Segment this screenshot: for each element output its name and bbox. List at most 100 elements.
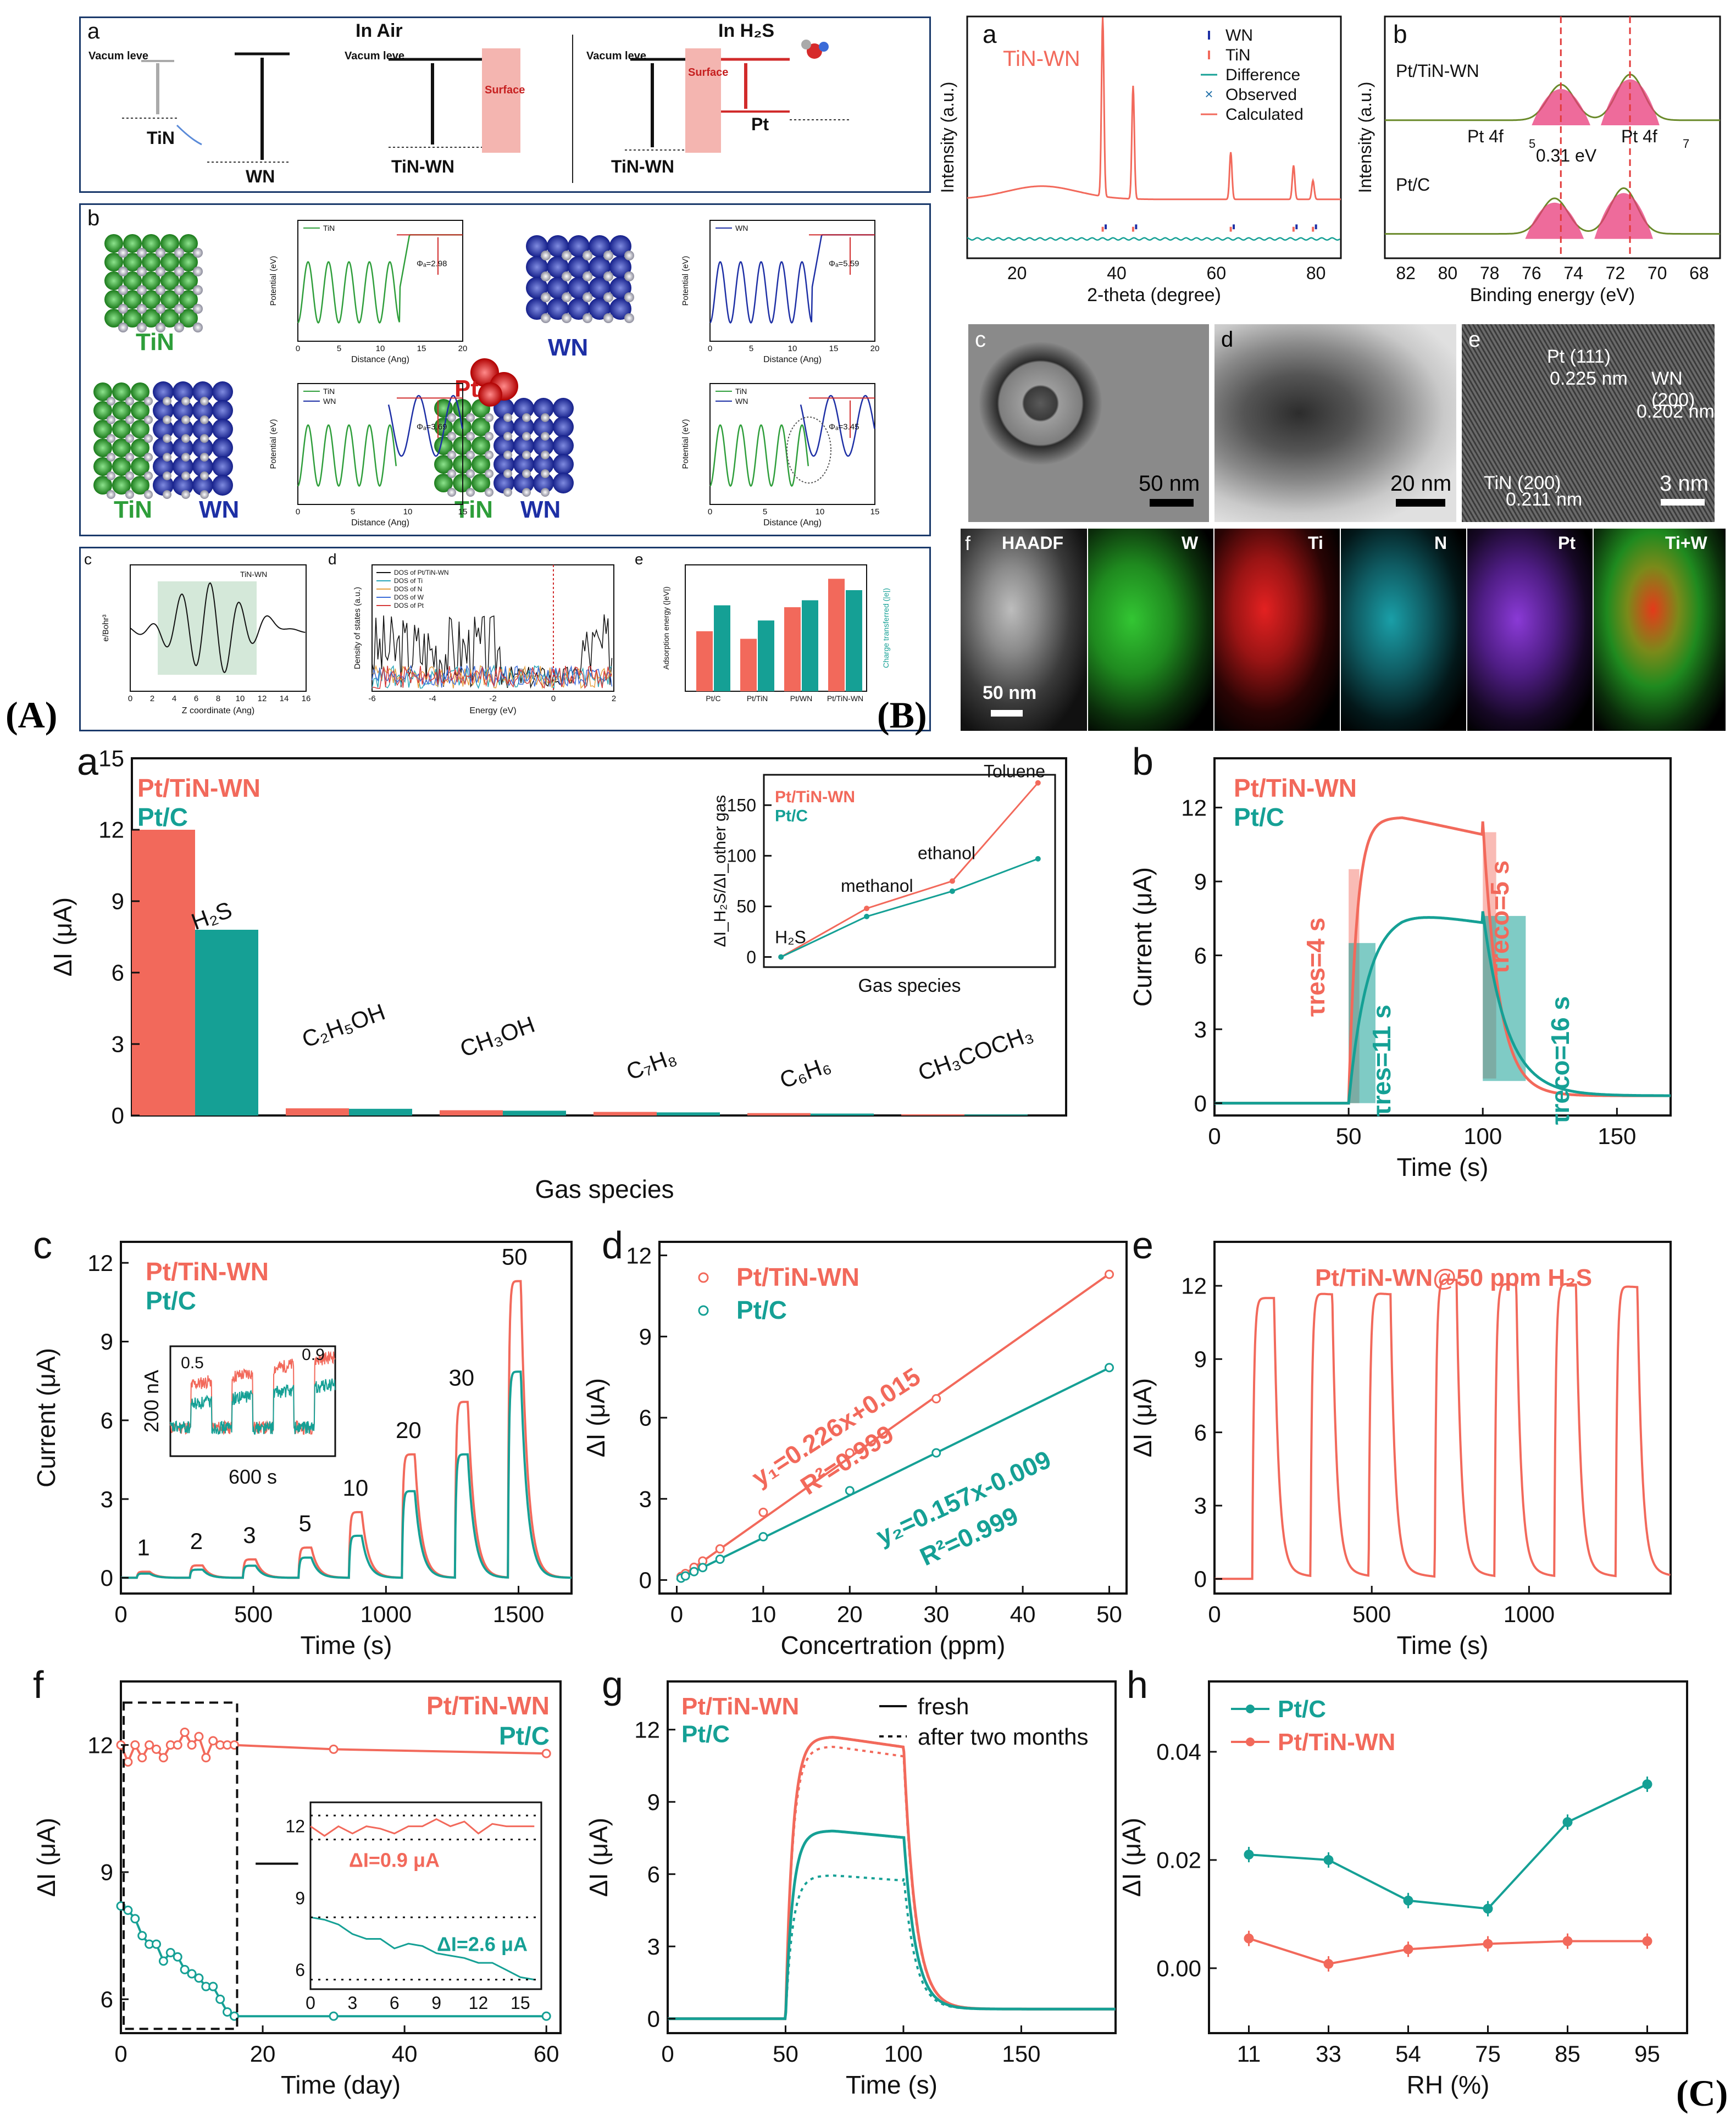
atom [144, 471, 153, 480]
atom [125, 397, 134, 406]
y-tick-label: 9 [101, 1329, 113, 1355]
legend-label: WN [1225, 26, 1253, 45]
atom [447, 469, 456, 478]
atom [104, 271, 123, 290]
atom [553, 454, 574, 475]
potential-axes [709, 383, 875, 505]
zoom-box [123, 1701, 239, 2030]
legend-label: WN [735, 397, 748, 406]
x-axis-label: Time (s) [1397, 1631, 1489, 1659]
x-tick-label: 0 [661, 2041, 674, 2067]
atom [609, 235, 631, 257]
y-axis-label: Adsorption energy (|eV|) [662, 586, 670, 669]
data-point [158, 1753, 168, 1763]
x-tick-label: -6 [368, 694, 375, 703]
data-point [715, 1544, 725, 1554]
stability-axes [120, 1680, 562, 2034]
data-point [194, 1731, 204, 1741]
atom [174, 323, 184, 332]
x-tick-label: Pt/TiN [747, 694, 768, 703]
legend-marker [698, 1305, 709, 1316]
atom [93, 457, 112, 476]
stability-inset-axes [309, 1801, 542, 1990]
atom [142, 253, 160, 271]
legend-label: TiN [1225, 46, 1251, 64]
y-axis-label: ΔI (μA) [32, 1818, 60, 1897]
atom [547, 298, 569, 320]
y-tick-label: 6 [647, 1861, 660, 1887]
x-axis-label: 2-theta (degree) [1087, 285, 1221, 306]
x-tick-label: 16 [302, 694, 311, 703]
atom [160, 271, 179, 290]
atom [173, 456, 193, 477]
xps-shift: 0.31 eV [1536, 146, 1597, 165]
atom [144, 453, 153, 462]
y-axis-label: Potential (eV) [681, 419, 690, 469]
atom [107, 397, 115, 406]
bar-pt-c [657, 1112, 720, 1115]
atom [93, 438, 112, 457]
legend-label: Observed [1225, 86, 1297, 104]
x-tick-label: 54 [1395, 2041, 1421, 2067]
pt-label-a: Pt [751, 114, 769, 134]
atom [156, 285, 165, 295]
y-tick-label: 0 [1194, 1090, 1207, 1116]
bar-pt-tinwn [440, 1110, 503, 1115]
y-tick-label: 9 [1194, 1346, 1207, 1372]
legend-label: DOS of Pt/TiN-WN [394, 569, 449, 576]
x-tick-label: 20 [250, 2041, 276, 2067]
atom [562, 292, 572, 302]
atom [118, 267, 128, 276]
x-tick-label: 0 [296, 507, 300, 517]
in-h2s-title: In H₂S [718, 20, 774, 41]
y-tick-label: 0 [647, 2006, 660, 2031]
potential-curve-wn [800, 395, 875, 457]
x-tick-label: 10 [788, 344, 797, 353]
inset-y-tick-label: 12 [285, 1817, 305, 1836]
atom [181, 471, 190, 480]
bar-adsorption [696, 631, 713, 691]
wn-model-label: WN [548, 334, 589, 361]
legend-series-1: Pt/TiN-WN [146, 1257, 269, 1286]
map-ti: Ti [1308, 533, 1323, 553]
dos-axes [371, 564, 614, 692]
atom [447, 413, 456, 422]
x-tick-label: 150 [1002, 2041, 1040, 2067]
gas-label: C₂H₅OH [298, 998, 389, 1052]
inset-x-tick-label: 0 [306, 1993, 315, 2013]
atom [533, 398, 554, 419]
potential-axes [709, 220, 875, 342]
atom [583, 251, 592, 260]
eds-tiw: Ti+W [1594, 529, 1726, 731]
bar-adsorption [740, 639, 757, 691]
aged-pt-tinwn [668, 1745, 1116, 2020]
legend-series-2: Pt/C [736, 1296, 787, 1324]
x-tick-label: 60 [534, 2041, 559, 2067]
panel-a-d-label: d [328, 551, 337, 568]
xrd-difference [967, 237, 1340, 241]
x-tick-label: 12 [258, 694, 267, 703]
atom [200, 490, 209, 499]
atom [93, 382, 112, 401]
y2-axis-label: Charge transferred (|e|) [881, 588, 890, 668]
x-tick-label: 68 [1689, 263, 1709, 283]
xps-sample-2: Pt/C [1396, 175, 1430, 195]
x-tick-label: 15 [870, 507, 880, 517]
x-tick-label: 10 [236, 694, 245, 703]
atom [104, 234, 123, 253]
y-tick-label: 9 [639, 1324, 652, 1350]
vac-label-3: Vacum leve [586, 50, 646, 62]
scale-f: 50 nm [983, 682, 1037, 703]
atom [123, 309, 142, 327]
data-point [187, 1969, 197, 1979]
atom [503, 469, 512, 478]
atom [568, 256, 590, 278]
x-tick-label: 500 [1352, 1601, 1391, 1627]
atom [93, 476, 112, 495]
legend-series-1: Pt/TiN-WN [736, 1263, 859, 1291]
x-axis-label: Time (s) [1397, 1153, 1489, 1181]
atom [603, 251, 613, 260]
xps-pt-c [1385, 187, 1720, 235]
x-axis-label: Time (day) [281, 2070, 401, 2099]
x-tick-label: 100 [1463, 1123, 1502, 1149]
